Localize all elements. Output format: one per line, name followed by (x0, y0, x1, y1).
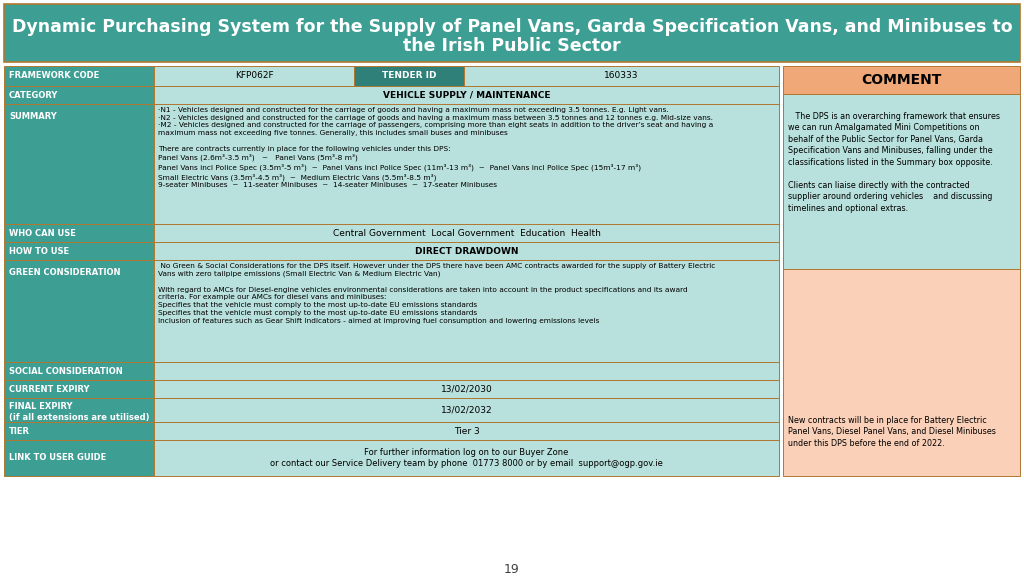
Text: 13/02/2030: 13/02/2030 (440, 385, 493, 393)
Bar (4, 224, 154, 242)
Text: VEHICLE SUPPLY / MAINTENANCE: VEHICLE SUPPLY / MAINTENANCE (383, 90, 550, 100)
Bar (154, 242, 779, 260)
Text: New contracts will be in place for Battery Electric
Panel Vans, Diesel Panel Van: New contracts will be in place for Batte… (788, 416, 996, 448)
Bar (4, 66, 154, 86)
Bar (4, 422, 154, 440)
Bar (154, 104, 779, 224)
Bar (154, 224, 779, 242)
Text: COMMENT: COMMENT (861, 73, 942, 87)
Text: 160333: 160333 (604, 71, 639, 81)
Text: 13/02/2032: 13/02/2032 (440, 406, 493, 415)
Bar (4, 380, 154, 398)
Text: SOCIAL CONSIDERATION: SOCIAL CONSIDERATION (9, 366, 123, 376)
Text: HOW TO USE: HOW TO USE (9, 247, 70, 256)
Bar (783, 66, 1020, 94)
Text: GREEN CONSIDERATION: GREEN CONSIDERATION (9, 268, 121, 277)
Bar (783, 94, 1020, 269)
Bar (154, 362, 779, 380)
Text: The DPS is an overarching framework that ensures
we can run Amalgamated Mini Com: The DPS is an overarching framework that… (788, 112, 1000, 213)
Bar (4, 362, 154, 380)
Bar (354, 66, 464, 86)
Bar (4, 104, 154, 224)
Text: TENDER ID: TENDER ID (382, 71, 436, 81)
Text: LINK TO USER GUIDE: LINK TO USER GUIDE (9, 453, 106, 463)
Bar (4, 440, 154, 476)
Bar (4, 242, 154, 260)
Bar (154, 66, 354, 86)
Text: Dynamic Purchasing System for the Supply of Panel Vans, Garda Specification Vans: Dynamic Purchasing System for the Supply… (11, 18, 1013, 36)
Text: CATEGORY: CATEGORY (9, 90, 58, 100)
Bar (4, 398, 154, 422)
Bar (154, 86, 779, 104)
Text: CURRENT EXPIRY: CURRENT EXPIRY (9, 385, 89, 393)
Text: For further information log on to our Buyer Zone
or contact our Service Delivery: For further information log on to our Bu… (270, 448, 663, 468)
Text: FINAL EXPIRY
(if all extensions are utilised): FINAL EXPIRY (if all extensions are util… (9, 402, 150, 422)
Bar (464, 66, 779, 86)
Text: the Irish Public Sector: the Irish Public Sector (403, 37, 621, 55)
Bar (154, 260, 779, 362)
Bar (154, 422, 779, 440)
Bar (4, 260, 154, 362)
Text: FRAMEWORK CODE: FRAMEWORK CODE (9, 71, 99, 81)
Bar (4, 4, 1020, 62)
Text: ·N1 - Vehicles designed and constructed for the carriage of goods and having a m: ·N1 - Vehicles designed and constructed … (158, 107, 714, 188)
Text: SUMMARY: SUMMARY (9, 112, 56, 121)
Text: WHO CAN USE: WHO CAN USE (9, 229, 76, 237)
Bar (783, 269, 1020, 476)
Text: Central Government  Local Government  Education  Health: Central Government Local Government Educ… (333, 229, 600, 237)
Text: KFP062F: KFP062F (234, 71, 273, 81)
Bar (154, 380, 779, 398)
Text: DIRECT DRAWDOWN: DIRECT DRAWDOWN (415, 247, 518, 256)
Text: 19: 19 (504, 563, 520, 576)
Text: TIER: TIER (9, 426, 30, 435)
Text: No Green & Social Considerations for the DPS itself. However under the DPS there: No Green & Social Considerations for the… (158, 263, 715, 324)
Bar (4, 86, 154, 104)
Bar (154, 398, 779, 422)
Bar (154, 440, 779, 476)
Text: Tier 3: Tier 3 (454, 426, 479, 435)
